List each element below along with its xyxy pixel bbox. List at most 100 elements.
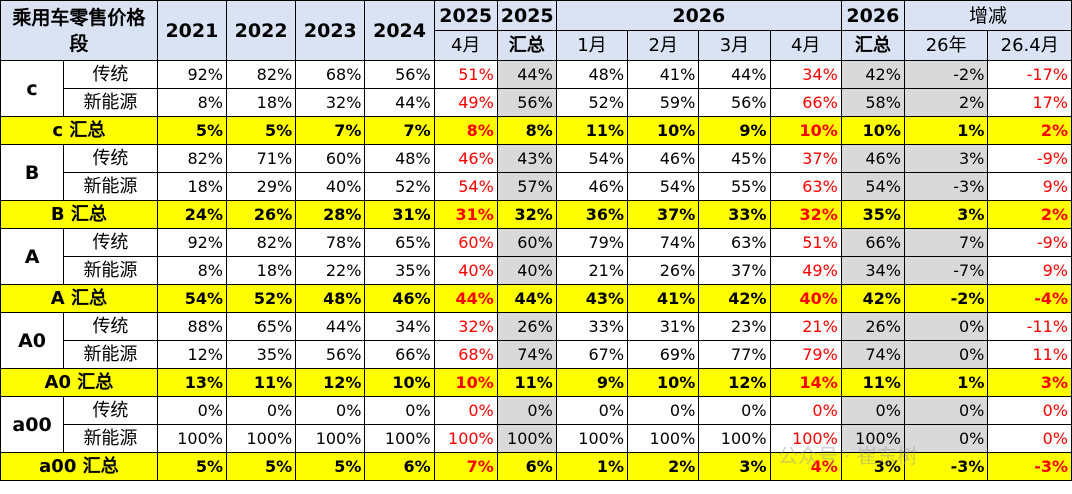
table-cell: 0% (364, 396, 435, 425)
table-cell: 56% (698, 88, 771, 117)
summary-cell: 2% (987, 200, 1072, 229)
table-cell: 3% (903, 144, 989, 173)
summary-cell: 1% (903, 368, 989, 397)
table-cell: 46% (627, 144, 700, 173)
table-cell: 100% (156, 424, 228, 453)
table-cell: 67% (555, 340, 629, 369)
table-cell: 44% (698, 60, 771, 89)
powertrain-label: 新能源 (63, 172, 158, 201)
table-cell: -9% (987, 144, 1072, 173)
table-cell: 82% (156, 144, 228, 173)
table-cell: 26% (496, 312, 557, 341)
table-cell: 46% (433, 144, 498, 173)
summary-cell: 10% (364, 368, 435, 397)
corner-header: 乘用车零售价格段 (0, 0, 158, 61)
col-change-group: 增减 (903, 0, 1072, 31)
table-cell: 40% (295, 172, 366, 201)
table-cell: -11% (987, 312, 1072, 341)
summary-cell: 41% (627, 284, 700, 313)
table-cell: 69% (627, 340, 700, 369)
summary-cell: 11% (555, 116, 629, 145)
table-cell: 82% (225, 228, 297, 257)
table-cell: 21% (555, 256, 629, 285)
summary-cell: 8% (496, 116, 557, 145)
table-cell: 66% (364, 340, 435, 369)
table-cell: 31% (627, 312, 700, 341)
table-cell: 0% (295, 396, 366, 425)
col-2026-jan: 1月 (555, 30, 629, 61)
table-cell: 100% (433, 424, 498, 453)
table-cell: 68% (433, 340, 498, 369)
col-2023: 2023 (295, 0, 366, 61)
summary-cell: 28% (295, 200, 366, 229)
summary-cell: 3% (698, 452, 771, 481)
table-cell: 58% (840, 88, 905, 117)
segment-label: B (0, 144, 65, 201)
table-cell: 34% (769, 60, 842, 89)
summary-cell: 46% (364, 284, 435, 313)
table-cell: 0% (225, 396, 297, 425)
table-cell: 9% (987, 172, 1072, 201)
summary-cell: 11% (496, 368, 557, 397)
summary-label: c 汇总 (0, 116, 158, 145)
table-cell: 0% (496, 396, 557, 425)
summary-cell: 6% (496, 452, 557, 481)
summary-cell: 7% (364, 116, 435, 145)
table-cell: -3% (903, 172, 989, 201)
table-cell: 65% (225, 312, 297, 341)
table-cell: 0% (840, 396, 905, 425)
summary-cell: 8% (433, 116, 498, 145)
table-cell: 21% (769, 312, 842, 341)
table-cell: 18% (225, 88, 297, 117)
table-cell: 0% (987, 396, 1072, 425)
table-cell: 41% (627, 60, 700, 89)
table-cell: 48% (555, 60, 629, 89)
table-cell: 22% (295, 256, 366, 285)
summary-cell: 5% (225, 452, 297, 481)
table-cell: 59% (627, 88, 700, 117)
table-cell: 29% (225, 172, 297, 201)
table-cell: 63% (698, 228, 771, 257)
table-cell: 100% (555, 424, 629, 453)
table-cell: 43% (496, 144, 557, 173)
powertrain-label: 新能源 (63, 424, 158, 453)
table-cell: 23% (698, 312, 771, 341)
table-row: 新能源 100% 100% 100% 100% 100% 100% 100% 100% 100% 1… (1, 424, 1072, 453)
table-cell: -17% (987, 60, 1072, 89)
segment-label: A0 (0, 312, 65, 369)
powertrain-label: 传统 (63, 228, 158, 257)
table-cell: 44% (295, 312, 366, 341)
table-cell: 42% (840, 60, 905, 89)
summary-cell: 40% (769, 284, 842, 313)
table-row: 新能源 8% 18% 22% 35% 40% 40% 21% 26% 37% 49% 34% -7% 9% (1, 256, 1072, 285)
col-2026-group: 2026 (555, 0, 842, 31)
summary-cell: 7% (433, 452, 498, 481)
table-cell: 74% (840, 340, 905, 369)
table-cell: 48% (364, 144, 435, 173)
summary-cell: 9% (555, 368, 629, 397)
table-cell: 0% (156, 396, 228, 425)
summary-label: B 汇总 (0, 200, 158, 229)
table-cell: 34% (364, 312, 435, 341)
powertrain-label: 新能源 (63, 256, 158, 285)
summary-cell: 31% (364, 200, 435, 229)
table-cell: 8% (156, 256, 228, 285)
table-cell: 37% (769, 144, 842, 173)
summary-cell: 10% (840, 116, 905, 145)
table-cell: 46% (555, 172, 629, 201)
table-cell: 17% (987, 88, 1072, 117)
summary-cell: 5% (156, 116, 228, 145)
summary-cell: 42% (698, 284, 771, 313)
table-cell: 100% (364, 424, 435, 453)
col-2025-total-year: 2025 (496, 0, 557, 31)
table-cell: -7% (903, 256, 989, 285)
table-cell: 79% (769, 340, 842, 369)
table-cell: 68% (295, 60, 366, 89)
table-cell: 56% (496, 88, 557, 117)
table-row: 新能源 8% 18% 32% 44% 49% 56% 52% 59% 56% 66% 58% 2% 17% (1, 88, 1072, 117)
col-2026-total: 汇总 (840, 30, 905, 61)
table-cell: 100% (627, 424, 700, 453)
table-cell: 0% (769, 396, 842, 425)
table-cell: 0% (903, 312, 989, 341)
summary-cell: 44% (496, 284, 557, 313)
